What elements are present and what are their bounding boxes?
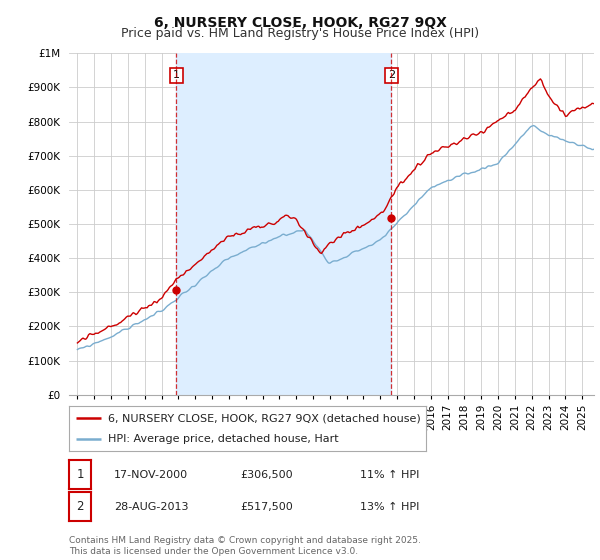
- Text: 1: 1: [76, 468, 84, 481]
- Text: 2: 2: [388, 71, 395, 81]
- Text: Contains HM Land Registry data © Crown copyright and database right 2025.
This d: Contains HM Land Registry data © Crown c…: [69, 536, 421, 556]
- Text: 6, NURSERY CLOSE, HOOK, RG27 9QX: 6, NURSERY CLOSE, HOOK, RG27 9QX: [154, 16, 446, 30]
- Bar: [176, 53, 391, 395]
- Text: 6, NURSERY CLOSE, HOOK, RG27 9QX (detached house): 6, NURSERY CLOSE, HOOK, RG27 9QX (detach…: [108, 413, 421, 423]
- Text: 2: 2: [76, 500, 84, 513]
- Text: 17-NOV-2000: 17-NOV-2000: [114, 470, 188, 480]
- Text: 1: 1: [173, 71, 180, 81]
- Text: £517,500: £517,500: [240, 502, 293, 512]
- Text: 28-AUG-2013: 28-AUG-2013: [114, 502, 188, 512]
- Text: £306,500: £306,500: [240, 470, 293, 480]
- Text: 11% ↑ HPI: 11% ↑ HPI: [360, 470, 419, 480]
- Text: Price paid vs. HM Land Registry's House Price Index (HPI): Price paid vs. HM Land Registry's House …: [121, 27, 479, 40]
- Text: 13% ↑ HPI: 13% ↑ HPI: [360, 502, 419, 512]
- Text: HPI: Average price, detached house, Hart: HPI: Average price, detached house, Hart: [108, 433, 339, 444]
